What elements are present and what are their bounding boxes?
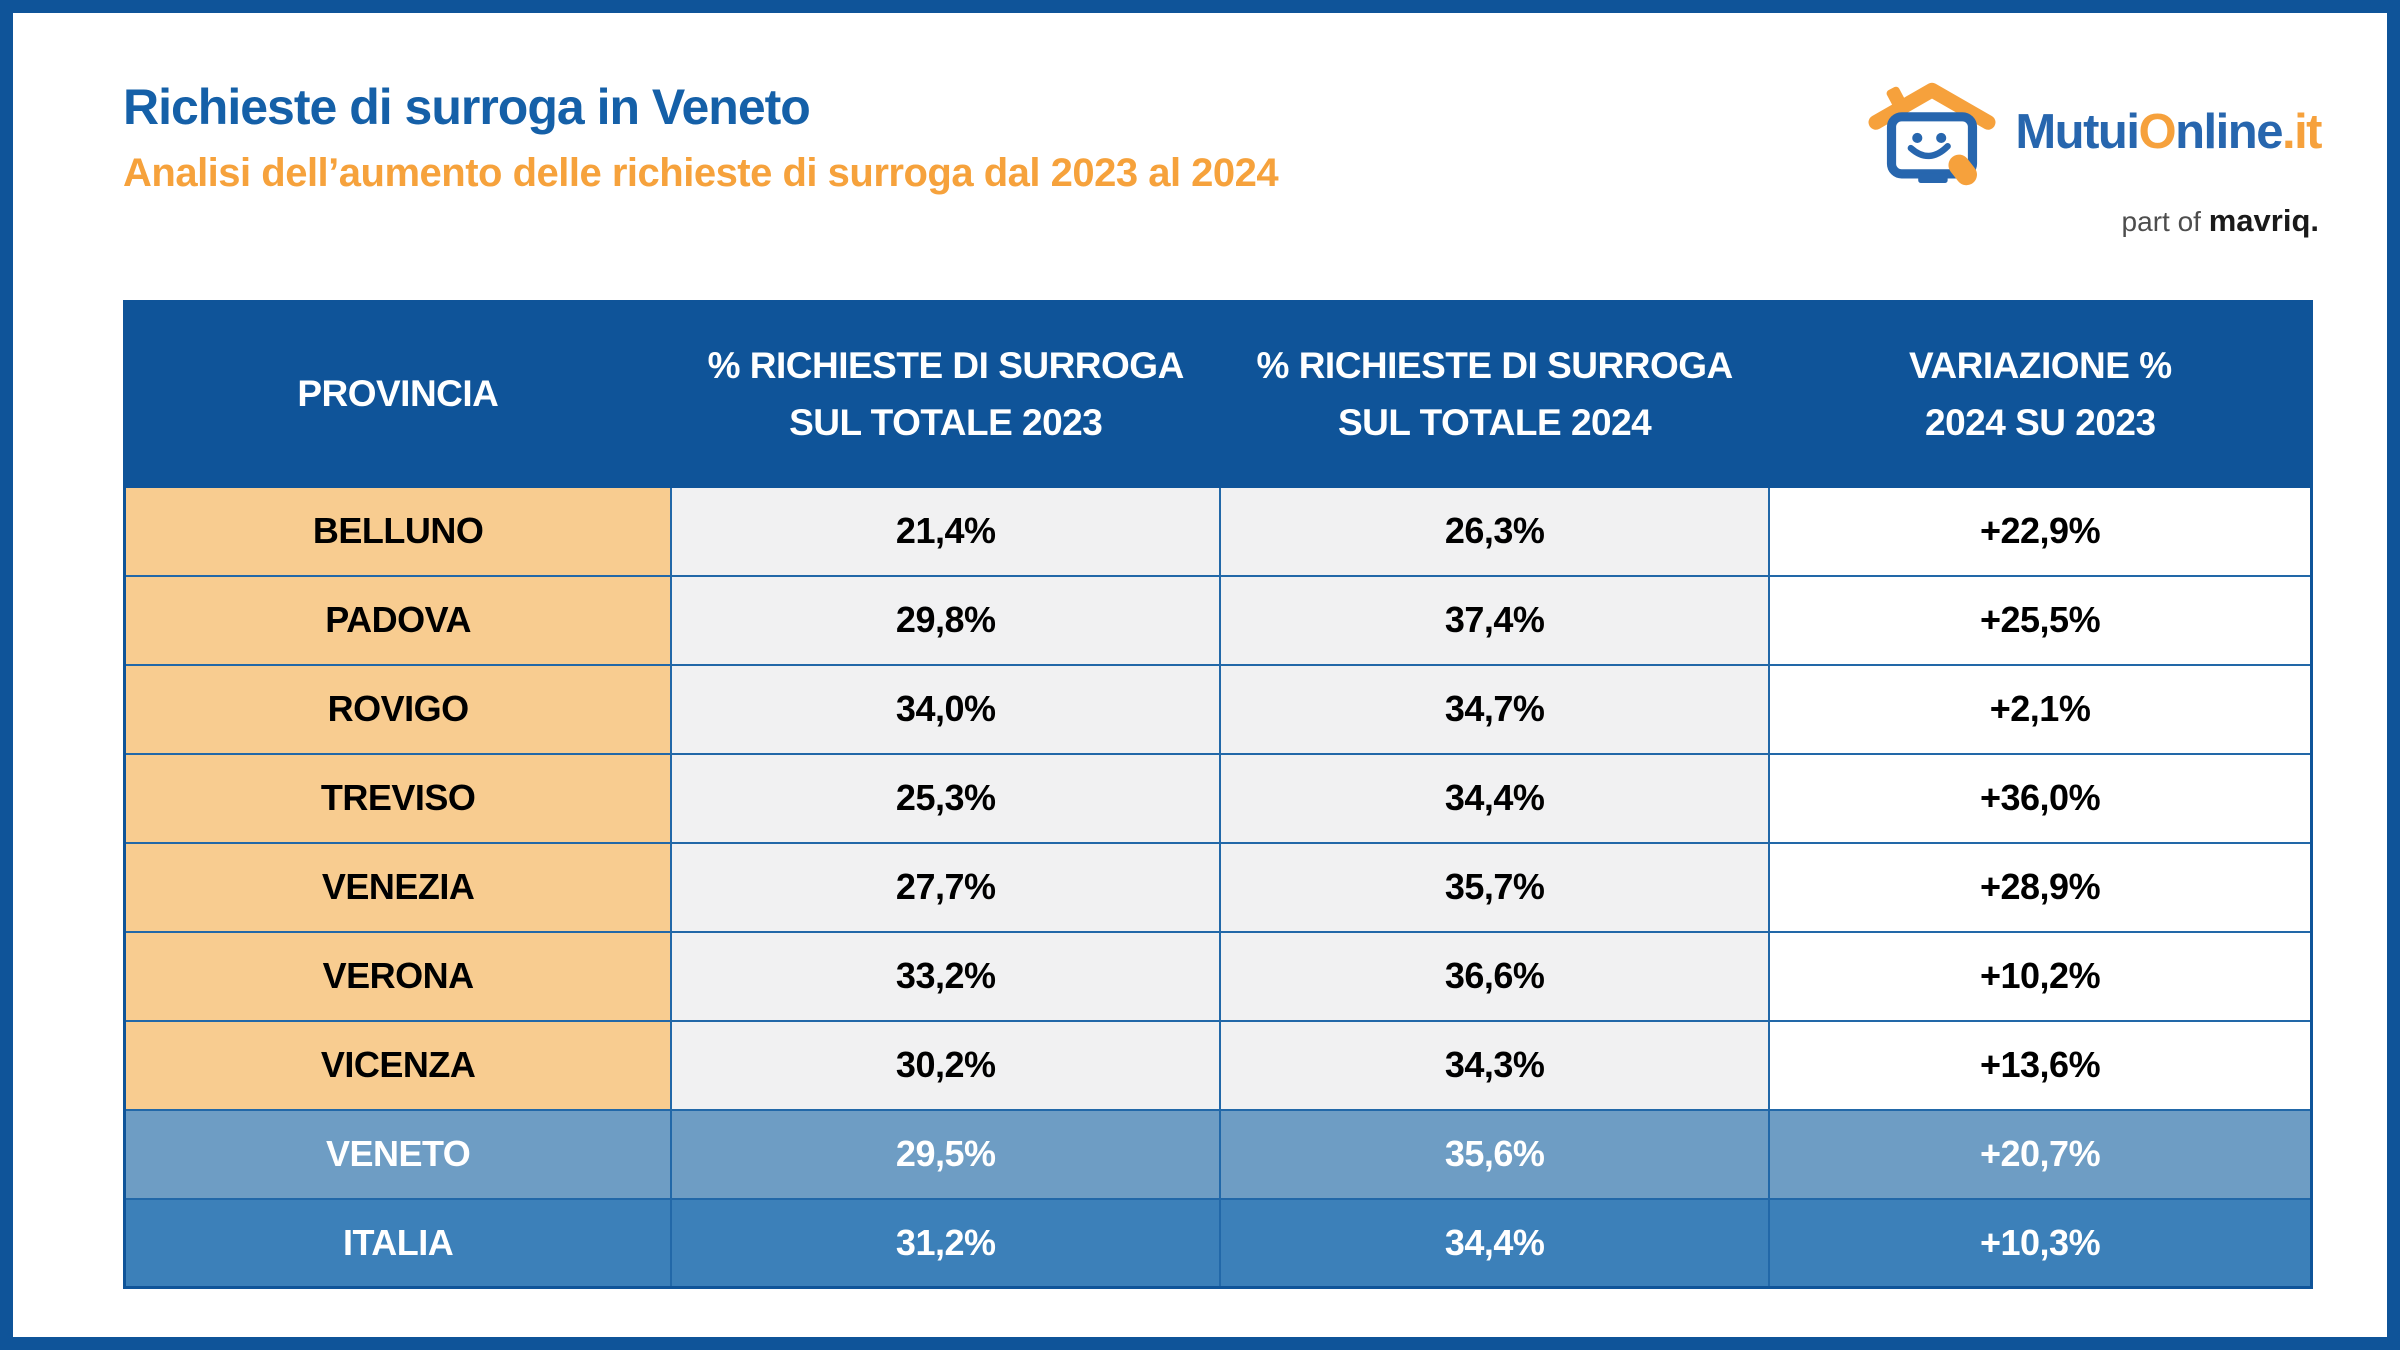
table-row: PADOVA 29,8% 37,4% +25,5% [123,574,2313,666]
mutuionline-house-tv-icon [1868,82,1996,186]
cell-provincia: PADOVA [123,574,673,666]
col-header-2024-line1: % RICHIESTE DI SURROGA [1256,344,1734,386]
col-header-variazione-line2: 2024 SU 2023 [1925,402,2156,443]
col-header-2023-line2: SUL TOTALE 2023 [789,402,1103,443]
col-header-2023-line1: % RICHIESTE DI SURROGA [707,344,1185,386]
cell-variazione: +36,0% [1768,752,2313,844]
col-header-2024-line2: SUL TOTALE 2024 [1337,402,1652,443]
table-row: VERONA 33,2% 36,6% +10,2% [123,930,2313,1022]
cell-variazione: +25,5% [1768,574,2313,666]
cell-pct-2024: 37,4% [1219,574,1771,666]
wordmark-o: O [2138,104,2176,159]
title-block: Richieste di surroga in Veneto Analisi d… [123,79,1279,195]
cell-provincia: VENEZIA [123,841,673,933]
tagline-prefix: part of [2121,206,2201,237]
surroga-table: PROVINCIA % RICHIESTE DI SURROGA SUL TOT… [123,300,2314,1289]
tagline-brand: mavriq. [2208,203,2319,238]
cell-provincia: VERONA [123,930,673,1022]
cell-pct-2023: 33,2% [670,930,1222,1022]
cell-provincia: VICENZA [123,1019,673,1111]
logo-tagline: part of mavriq. [1863,203,2319,239]
col-header-provincia: PROVINCIA [123,300,673,488]
cell-pct-2023: 30,2% [670,1019,1222,1111]
wordmark-it: .it [2281,104,2323,159]
cell-provincia: TREVISO [123,752,673,844]
col-header-pct-2024: % RICHIESTE DI SURROGA SUL TOTALE 2024 [1218,300,1771,488]
cell-variazione: +20,7% [1768,1108,2313,1200]
wordmark-mutui: Mutui [2015,104,2140,159]
page-title: Richieste di surroga in Veneto [123,79,811,135]
cell-pct-2024: 34,4% [1219,752,1771,844]
table-row: VENETO 29,5% 35,6% +20,7% [123,1108,2313,1200]
cell-variazione: +10,2% [1768,930,2313,1022]
col-header-variazione: VARIAZIONE % 2024 SU 2023 [1767,300,2314,488]
cell-pct-2024: 35,7% [1219,841,1771,933]
cell-pct-2023: 34,0% [670,663,1222,755]
cell-pct-2023: 27,7% [670,841,1222,933]
table-row: VENEZIA 27,7% 35,7% +28,9% [123,841,2313,933]
table-row: ROVIGO 34,0% 34,7% +2,1% [123,663,2313,755]
cell-pct-2023: 31,2% [670,1197,1222,1289]
table-row: ITALIA 31,2% 34,4% +10,3% [123,1197,2313,1289]
cell-pct-2024: 36,6% [1219,930,1771,1022]
col-header-pct-2023: % RICHIESTE DI SURROGA SUL TOTALE 2023 [669,300,1222,488]
mutuionline-logo: MutuiOnline.it part of mavriq. [1863,71,2323,239]
cell-provincia: BELLUNO [123,485,673,577]
cell-pct-2024: 34,3% [1219,1019,1771,1111]
cell-variazione: +2,1% [1768,663,2313,755]
surroga-table-container: PROVINCIA % RICHIESTE DI SURROGA SUL TOT… [123,300,2314,1289]
cell-pct-2024: 26,3% [1219,485,1771,577]
cell-provincia: ROVIGO [123,663,673,755]
table-row: TREVISO 25,3% 34,4% +36,0% [123,752,2313,844]
cell-pct-2023: 21,4% [670,485,1222,577]
cell-provincia: VENETO [123,1108,673,1200]
col-header-variazione-line1: VARIAZIONE % [1908,344,2172,386]
table-row: VICENZA 30,2% 34,3% +13,6% [123,1019,2313,1111]
mutuionline-wordmark: MutuiOnline.it [2015,104,2323,159]
table-row: BELLUNO 21,4% 26,3% +22,9% [123,485,2313,577]
cell-pct-2023: 25,3% [670,752,1222,844]
cell-pct-2024: 35,6% [1219,1108,1771,1200]
cell-variazione: +10,3% [1768,1197,2313,1289]
cell-provincia: ITALIA [123,1197,673,1289]
cell-variazione: +22,9% [1768,485,2313,577]
cell-variazione: +13,6% [1768,1019,2313,1111]
cell-variazione: +28,9% [1768,841,2313,933]
page-subtitle: Analisi dell’aumento delle richieste di … [123,150,1279,195]
cell-pct-2024: 34,4% [1219,1197,1771,1289]
cell-pct-2024: 34,7% [1219,663,1771,755]
table-header-row: PROVINCIA % RICHIESTE DI SURROGA SUL TOT… [123,300,2314,488]
col-header-provincia-label: PROVINCIA [297,373,499,415]
cell-pct-2023: 29,5% [670,1108,1222,1200]
wordmark-nline: nline [2175,104,2283,159]
cell-pct-2023: 29,8% [670,574,1222,666]
